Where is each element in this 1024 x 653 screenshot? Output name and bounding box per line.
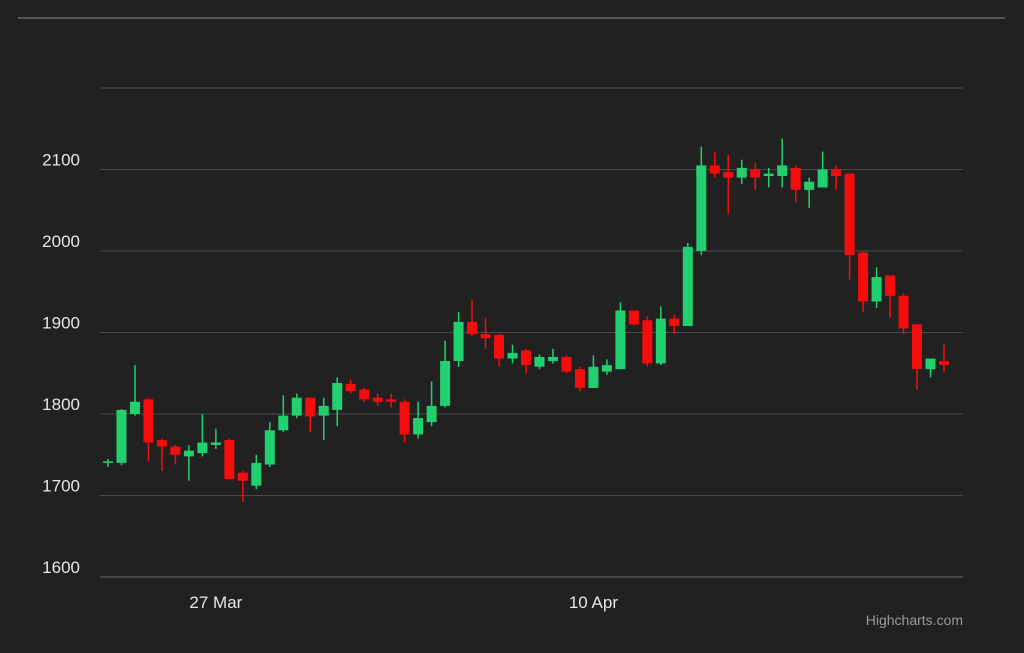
- candle-body: [817, 169, 828, 188]
- candle-body: [588, 366, 599, 388]
- candle-body: [736, 167, 747, 178]
- candle-body: [615, 310, 626, 370]
- candle-body: [507, 352, 518, 359]
- candle-body: [480, 334, 491, 339]
- candle-body: [386, 399, 397, 402]
- x-tick-label: 10 Apr: [569, 593, 618, 612]
- candle-body: [224, 440, 235, 480]
- candle-body: [547, 356, 558, 362]
- candle-body: [413, 418, 424, 435]
- candle-body: [399, 401, 410, 435]
- candle-body: [763, 173, 774, 177]
- y-tick-label: 1700: [42, 477, 80, 496]
- candle-body: [183, 450, 194, 457]
- candle-body: [494, 334, 505, 359]
- candle-body: [696, 165, 707, 251]
- candle-body: [939, 361, 949, 366]
- candle-body: [143, 399, 154, 443]
- candle-body: [885, 275, 896, 296]
- candle-body: [669, 318, 680, 326]
- candle-body: [278, 415, 289, 431]
- candle-body: [871, 277, 882, 302]
- candle-body: [574, 369, 585, 388]
- candle-body: [912, 324, 923, 370]
- candle-body: [709, 165, 720, 174]
- candle-body: [601, 365, 612, 372]
- candle-body: [440, 361, 451, 406]
- candle-body: [790, 167, 801, 190]
- candle-body: [359, 389, 370, 400]
- candle-body: [251, 462, 262, 486]
- candle-body: [453, 321, 464, 362]
- candle-body: [197, 442, 208, 454]
- candle-body: [682, 246, 693, 326]
- candle-body: [844, 173, 855, 256]
- y-tick-label: 2000: [42, 232, 80, 251]
- candle-body: [831, 169, 842, 177]
- candle-body: [925, 358, 936, 370]
- candle-body: [467, 321, 478, 335]
- candle-body: [804, 181, 815, 190]
- candle-body: [521, 350, 531, 366]
- y-tick-label: 1600: [42, 558, 80, 577]
- candle-body: [305, 397, 316, 417]
- candle-body: [777, 165, 788, 177]
- candle-body: [628, 310, 639, 325]
- x-tick-label: 27 Mar: [189, 593, 242, 612]
- y-tick-label: 2100: [42, 151, 80, 170]
- candle-body: [858, 252, 869, 302]
- candle-body: [291, 397, 302, 416]
- y-tick-label: 1900: [42, 314, 80, 333]
- candle-body: [345, 383, 356, 392]
- candle-body: [372, 397, 383, 402]
- candle-body: [534, 356, 545, 367]
- credits: Highcharts.com: [866, 612, 963, 628]
- candle-body: [170, 446, 181, 455]
- candle-body: [750, 169, 761, 178]
- candle-body: [723, 171, 734, 178]
- candle-body: [116, 409, 127, 463]
- candle-body: [318, 405, 329, 416]
- candle-body: [156, 440, 167, 447]
- candle-body: [642, 320, 653, 364]
- candle-body: [103, 461, 113, 463]
- candle-body: [264, 430, 275, 465]
- candle-body: [210, 442, 221, 445]
- candle-body: [237, 472, 248, 481]
- candle-body: [426, 405, 437, 423]
- candle-body: [655, 318, 666, 364]
- candle-body: [332, 383, 343, 410]
- y-tick-label: 1800: [42, 395, 80, 414]
- candle-body: [561, 356, 572, 372]
- candle-body: [129, 401, 140, 414]
- candle-body: [898, 295, 909, 329]
